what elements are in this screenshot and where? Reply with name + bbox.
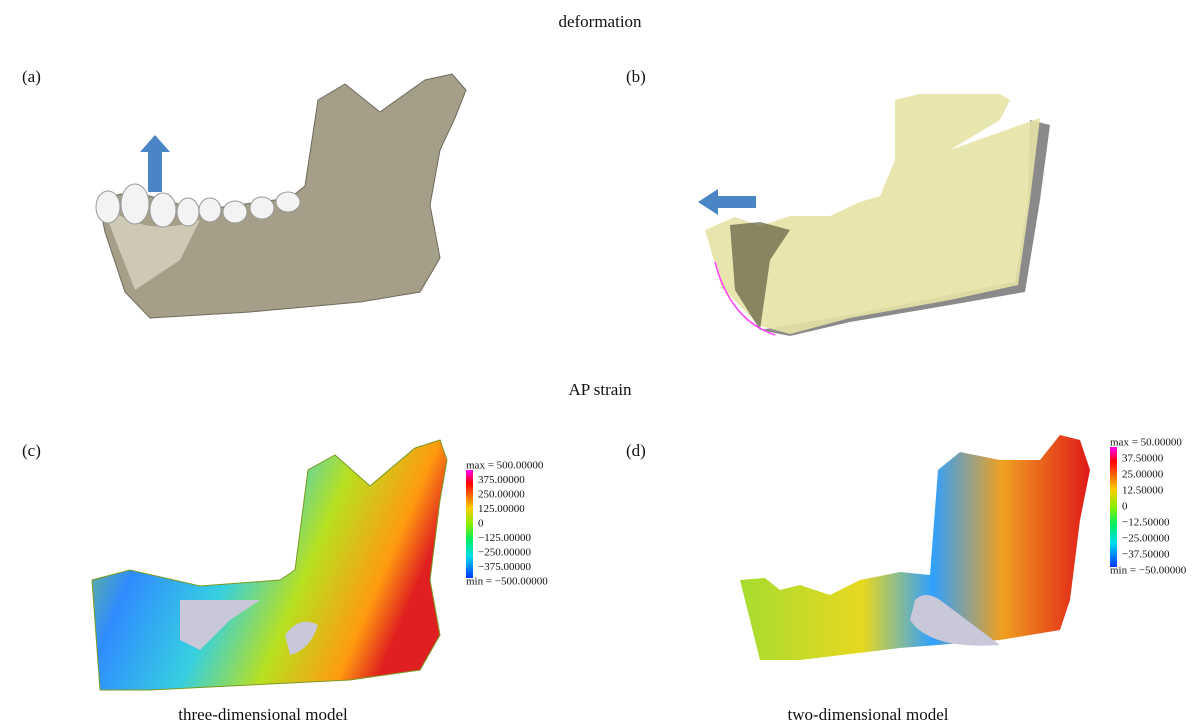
colorbar-label: max = 50.00000 xyxy=(1110,437,1182,449)
colorbar-label: 0 xyxy=(1122,501,1128,513)
colorbar xyxy=(1110,447,1117,567)
colorbar-label: 375.00000 xyxy=(478,474,525,486)
colorbar-label: −250.00000 xyxy=(478,547,531,559)
colorbar-label: 125.00000 xyxy=(478,503,525,515)
caption: three-dimensional model xyxy=(178,705,348,724)
strain-map-2d xyxy=(740,435,1090,660)
colorbar-label: −375.00000 xyxy=(478,561,531,573)
colorbar-label: max = 500.00000 xyxy=(466,460,544,472)
panel-label: (a) xyxy=(22,67,41,86)
panel-label: (c) xyxy=(22,441,41,460)
panel-label: (d) xyxy=(626,441,646,460)
colorbar-label: 25.00000 xyxy=(1122,469,1164,481)
colorbar-label: −125.00000 xyxy=(478,532,531,544)
colorbar-label: 0 xyxy=(478,518,484,530)
colorbar-label: −12.50000 xyxy=(1122,517,1170,529)
colorbar xyxy=(466,470,473,578)
colorbar-label: min = −500.00000 xyxy=(466,576,548,588)
colorbar-label: 12.50000 xyxy=(1122,485,1164,497)
strain-map-3d xyxy=(91,439,448,691)
section-title: AP strain xyxy=(568,380,632,399)
colorbar-label: 37.50000 xyxy=(1122,453,1164,465)
colorbar-label: min = −50.00000 xyxy=(1110,565,1187,577)
section-title: deformation xyxy=(558,12,642,31)
colorbar-label: −25.00000 xyxy=(1122,533,1170,545)
colorbar-label: −37.50000 xyxy=(1122,549,1170,561)
mandible-3d-mesh xyxy=(95,73,467,319)
caption: two-dimensional model xyxy=(787,705,948,724)
mandible-deformation-2d xyxy=(698,94,1050,336)
colorbar-label: 250.00000 xyxy=(478,489,525,501)
panel-label: (b) xyxy=(626,67,646,86)
